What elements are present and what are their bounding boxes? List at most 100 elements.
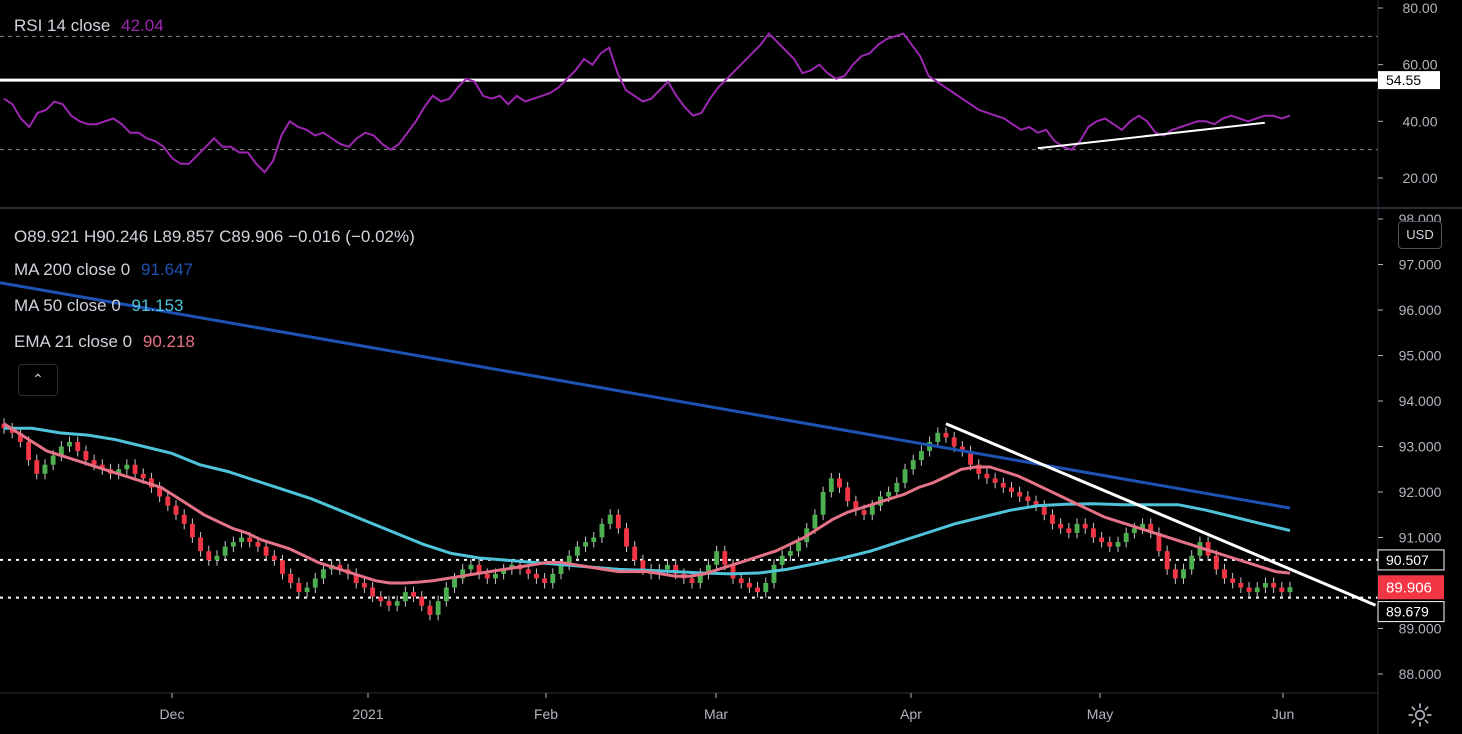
price-tick-label: 94.000 [1399,393,1442,409]
candle-body [476,564,482,574]
candle-body [796,542,801,552]
candle-body [1246,587,1252,593]
candle-body [1181,569,1186,579]
candle-body [755,587,761,593]
candle-body [239,537,244,543]
candle-body [132,464,138,474]
rsi-legend-value: 42.04 [121,16,164,35]
candle-body [83,451,89,461]
price-axis[interactable]: 80.0060.0040.0020.0054.5598.00097.00096.… [1377,0,1445,734]
candle-body [689,578,695,583]
time-axis[interactable]: Dec 2021 Feb Mar Apr May Jun [0,692,1378,722]
currency-button[interactable]: USD [1398,221,1442,249]
candle-body [566,555,572,565]
candle-body [288,573,294,583]
candle-body [599,523,605,538]
price-tick-label: 97.000 [1399,257,1442,273]
candle-body [411,592,416,597]
candle-body [1000,482,1006,488]
candle-body [935,432,941,442]
candle-body [361,583,367,588]
candle-body [902,469,908,483]
candle-body [984,473,990,479]
candle-body [1279,587,1285,593]
candle-body [1107,542,1113,547]
candle-body [722,551,728,565]
candle-body [1131,528,1137,533]
price-trendline [945,422,1377,607]
candle-body [837,478,842,488]
ma200-legend-value: 91.647 [140,260,193,279]
candle-body [370,587,376,597]
rsi-tick-label: 40.00 [1402,113,1437,129]
ema21-legend-value: 90.218 [142,332,195,351]
candle-body [1017,492,1023,497]
candle-body [673,564,679,574]
candle-body [493,573,498,579]
candle-body [968,451,973,465]
candle-body [198,537,204,552]
ma50-legend: MA 50 close 0 91.153 [14,296,184,316]
candle-body [976,464,982,474]
candle-body [738,578,744,583]
candle-body [321,569,326,579]
candle-body [943,432,949,438]
candle-body [1156,532,1162,552]
candle-body [697,573,703,583]
candle-body [828,478,834,492]
candle-body [1,423,7,429]
candle-body [615,514,621,529]
candle-body [26,441,32,461]
candle-body [116,469,122,474]
candle-body [378,596,384,602]
candle-body [173,505,179,515]
ohlc-legend: O89.921 H90.246 L89.857 C89.906 −0.016 (… [14,227,415,246]
time-tick-label: Feb [534,706,558,722]
candle-body [419,596,425,606]
gear-icon[interactable] [1407,702,1433,728]
candle-body [640,560,646,570]
time-tick-label: Jun [1272,706,1295,722]
candle-body [869,505,875,515]
candle-body [1123,532,1129,543]
candle-body [312,578,318,588]
rsi-trendline [1037,121,1265,150]
price-tick-label: 91.000 [1399,530,1442,546]
candle-body [787,551,793,556]
candle-body [206,551,212,561]
candle-body [542,578,548,583]
ema21-legend: EMA 21 close 0 90.218 [14,332,195,352]
time-tick-label: Mar [704,706,728,722]
rsi-tick-label: 80.00 [1402,0,1437,16]
candle-body [533,573,539,579]
rsi-tick-label: 60.00 [1402,57,1437,73]
candle-body [746,583,752,588]
ma50-line [4,426,1291,576]
candle-body [435,601,441,615]
candle-body [1213,555,1219,570]
rsi-level-badge [1378,71,1440,90]
candle-body [337,564,343,570]
candle-body [1271,583,1277,588]
candle-body [263,546,269,556]
candle-body [296,583,302,593]
candle-body [42,464,48,474]
candle-body [705,564,711,574]
candle-body [1189,555,1195,570]
chevron-up-icon: ⌃ [32,371,44,387]
candle-body [1066,528,1072,533]
candle-body [550,573,556,583]
last-price-badge [1378,575,1444,600]
collapse-legend-button[interactable]: ⌃ [18,364,58,396]
candle-body [484,573,490,579]
candle-body [17,432,23,442]
ma200-line [0,281,1291,510]
candle-body [1164,551,1170,570]
candle-body [1033,501,1039,506]
candle-body [181,514,187,524]
candle-body [1058,523,1064,529]
support-badge-label: 89.679 [1386,604,1429,620]
candle-body [222,546,228,556]
candle-body [99,464,105,470]
